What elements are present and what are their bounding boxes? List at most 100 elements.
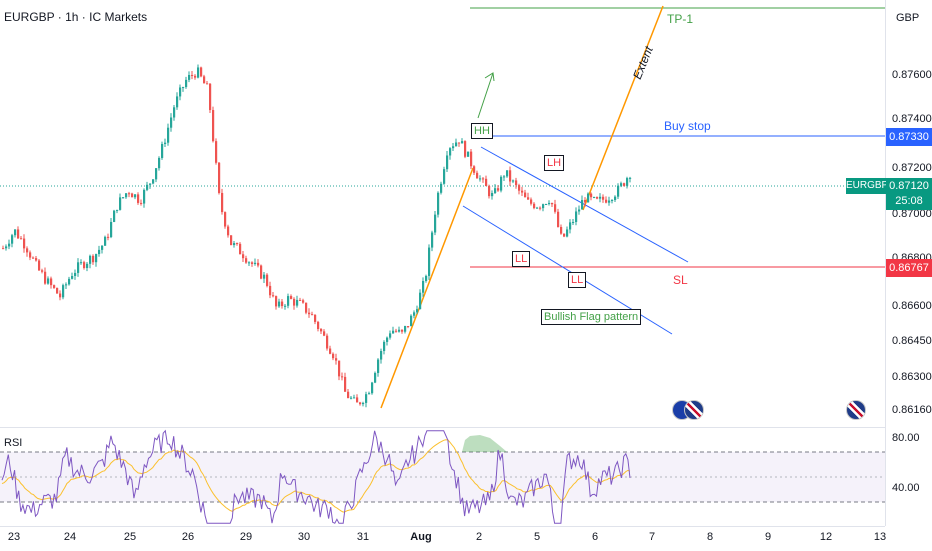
pane-separator[interactable]: [0, 427, 885, 428]
candle-body: [248, 262, 251, 264]
candle-body: [47, 278, 50, 284]
candle-body: [326, 335, 329, 349]
y-tick-label: 0.86600: [892, 300, 932, 312]
candle-body: [176, 96, 179, 108]
candle-body: [62, 285, 65, 298]
candle-body: [92, 255, 95, 263]
candle-body: [131, 193, 134, 198]
candle-body: [383, 341, 386, 352]
candle-body: [506, 170, 509, 177]
candle-body: [284, 305, 287, 307]
candle-body: [455, 142, 458, 147]
candle-body: [185, 79, 188, 88]
candle-body: [407, 326, 410, 328]
rsi-overbought-fill: [462, 435, 507, 452]
candle-body: [524, 192, 527, 198]
x-tick-label: 2: [475, 531, 483, 543]
candle-body: [101, 245, 104, 250]
candle-body: [575, 211, 578, 222]
candle-body: [167, 127, 170, 143]
candle-body: [554, 204, 557, 212]
x-tick-label: 6: [591, 531, 599, 543]
bullish-flag-label[interactable]: Bullish Flag pattern: [541, 309, 642, 325]
event-icons-aug13[interactable]: [846, 400, 866, 420]
x-tick-label: 23: [7, 531, 21, 543]
candle-body: [182, 87, 185, 89]
countdown-value: 25:08: [895, 195, 923, 207]
candle-body: [2, 248, 5, 250]
currency-label[interactable]: GBP: [896, 12, 920, 24]
candle-body: [371, 382, 374, 394]
candle-body: [350, 397, 353, 399]
rsi-chart[interactable]: [0, 428, 932, 526]
candle-body: [485, 178, 488, 187]
candle-body: [545, 204, 548, 206]
candle-body: [221, 192, 224, 213]
ll-label[interactable]: LL: [512, 251, 531, 267]
y-tick-label: 0.87400: [892, 113, 932, 125]
candle-body: [473, 166, 476, 173]
candle-body: [308, 312, 311, 315]
candle-body: [20, 238, 23, 240]
candle-body: [215, 141, 218, 163]
candle-body: [533, 203, 536, 209]
candle-body: [74, 272, 77, 276]
candle-body: [59, 293, 62, 298]
candle-body: [536, 207, 539, 209]
candle-body: [296, 299, 299, 306]
candle-body: [530, 199, 533, 204]
candle-body: [5, 246, 8, 249]
lh-label[interactable]: LH: [544, 155, 565, 171]
candle-body: [512, 180, 515, 182]
candle-body: [605, 199, 608, 203]
candle-body: [239, 243, 242, 255]
candle-body: [551, 202, 554, 205]
candle-body: [305, 302, 308, 313]
candle-body: [146, 184, 149, 190]
uk-flag-icon: [684, 400, 704, 420]
candle-body: [200, 67, 203, 77]
candle-body: [242, 254, 245, 259]
hh-label[interactable]: HH: [471, 123, 493, 139]
candle-body: [314, 314, 317, 322]
candle-body: [218, 162, 221, 193]
buy-stop-label[interactable]: Buy stop: [664, 119, 711, 133]
candle-body: [521, 190, 524, 193]
candle-body: [257, 262, 260, 266]
event-icons-aug7[interactable]: [672, 400, 706, 420]
x-tick-label: 31: [356, 531, 370, 543]
ll-label[interactable]: LL: [568, 272, 587, 288]
candle-body: [458, 142, 461, 144]
candle-body: [440, 183, 443, 193]
candle-body: [377, 359, 380, 373]
candle-body: [266, 274, 269, 286]
candle-body: [71, 275, 74, 279]
tp1-label[interactable]: TP-1: [667, 12, 694, 26]
x-tick-label: 24: [63, 531, 77, 543]
candle-body: [290, 296, 293, 299]
candle-body: [629, 177, 632, 179]
candle-body: [212, 110, 215, 142]
y-tick-label: 0.87200: [892, 162, 932, 174]
sl-label[interactable]: SL: [673, 273, 688, 287]
candle-body: [338, 360, 341, 377]
candle-body: [68, 278, 71, 285]
candle-body: [404, 326, 407, 332]
candle-body: [596, 197, 599, 199]
candle-body: [428, 247, 431, 276]
candle-body: [158, 157, 161, 169]
candle-body: [251, 262, 254, 265]
candle-body: [188, 74, 191, 80]
candle-body: [26, 248, 29, 253]
candle-body: [317, 321, 320, 330]
candle-body: [80, 262, 83, 264]
time-axis[interactable]: 23 24 25 26 29 30 31 Aug 2 5 6 7 8 9 12 …: [0, 526, 886, 551]
candle-body: [572, 221, 575, 223]
candle-body: [353, 397, 356, 399]
candle-body: [482, 178, 485, 180]
candle-body: [125, 193, 128, 198]
main-chart[interactable]: [0, 0, 932, 428]
candle-body: [152, 179, 155, 184]
extent-line: [582, 5, 664, 211]
candle-body: [65, 284, 68, 286]
